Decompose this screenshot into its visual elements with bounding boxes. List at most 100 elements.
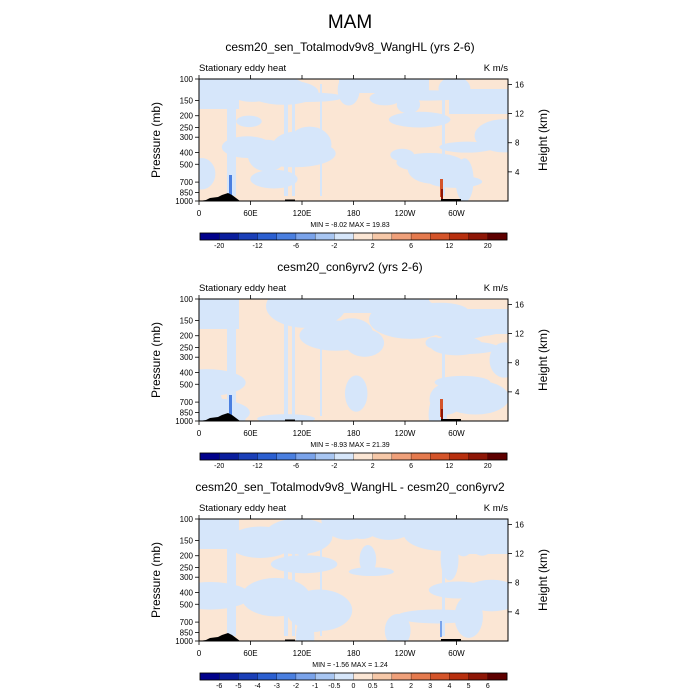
negative-streak [284, 524, 288, 636]
colorbar-bin [199, 672, 220, 681]
colorbar-bin [487, 672, 508, 681]
heatmap-field [199, 79, 508, 201]
pressure-tick-label: 700 [180, 398, 194, 407]
colorbar-tick-label: -2 [331, 243, 337, 250]
x-tick-label: 60E [243, 649, 257, 658]
height-tick-label: 4 [515, 608, 520, 617]
colorbar-frame [199, 452, 508, 461]
x-tick-label: 180 [347, 429, 361, 438]
pressure-tick-label: 400 [180, 588, 194, 597]
colorbar-bin [199, 232, 220, 241]
colorbar-bin [238, 672, 259, 681]
negative-feature [440, 621, 442, 637]
panel-left-label: Stationary eddy heat [199, 283, 287, 294]
colorbar-bin [276, 452, 297, 461]
height-tick-label: 4 [515, 168, 520, 177]
terrain [199, 193, 240, 201]
colorbar-tick-label: 12 [446, 243, 454, 250]
colorbar-tick-label: 20 [484, 463, 492, 470]
x-tick-label: 120W [395, 209, 416, 218]
y2-axis-label: Height (km) [536, 549, 550, 611]
colorbar-bin [295, 672, 316, 681]
x-tick-label: 60E [243, 429, 257, 438]
panel-title: cesm20_con6yrv2 (yrs 2-6) [277, 260, 422, 274]
y-axis-label: Pressure (mb) [149, 102, 163, 178]
panel-left-label: Stationary eddy heat [199, 503, 287, 514]
pressure-tick-label: 250 [180, 564, 194, 573]
y2-axis-label: Height (km) [536, 329, 550, 391]
colorbar-bin [314, 232, 335, 241]
colorbar-tick-label: -5 [235, 683, 241, 690]
negative-region [344, 375, 368, 412]
min-max-label: MIN = -8.02 MAX = 19.83 [310, 222, 389, 229]
colorbar-bin [449, 672, 470, 681]
height-tick-label: 12 [515, 110, 524, 119]
negative-region [475, 581, 498, 611]
negative-region [466, 519, 508, 532]
terrain [199, 413, 240, 421]
negative-region [359, 545, 377, 575]
panel-title: cesm20_sen_Totalmodv9v8_WangHL (yrs 2-6) [225, 40, 474, 54]
colorbar-tick-label: 0.5 [368, 683, 378, 690]
negative-streak [292, 524, 295, 636]
strong-positive-feature [441, 189, 443, 199]
colorbar-bin [334, 672, 354, 681]
negative-region [449, 309, 508, 334]
negative-region [469, 381, 490, 413]
height-tick-label: 4 [515, 388, 520, 397]
negative-region [199, 157, 216, 190]
pressure-tick-label: 200 [180, 112, 194, 121]
colorbar-bin [219, 232, 239, 241]
colorbar-bin [468, 232, 489, 241]
negative-region [428, 175, 483, 188]
negative-region [449, 89, 508, 114]
colorbar-bin [372, 232, 393, 241]
negative-region [430, 335, 483, 356]
colorbar-bin [410, 672, 431, 681]
colorbar-tick-label: 2 [409, 683, 413, 690]
pressure-tick-label: 100 [180, 515, 194, 524]
negative-region [429, 383, 464, 415]
colorbar-bin [314, 672, 335, 681]
terrain [199, 633, 240, 641]
colorbar-bin [430, 452, 450, 461]
y2-axis-label: Height (km) [536, 109, 550, 171]
colorbar-bin [219, 672, 239, 681]
pressure-tick-label: 300 [180, 133, 194, 142]
colorbar-tick-label: 12 [446, 463, 454, 470]
negative-streak [284, 84, 288, 196]
colorbar-tick-label: 5 [467, 683, 471, 690]
pressure-tick-label: 300 [180, 353, 194, 362]
terrain [285, 639, 295, 641]
pressure-tick-label: 850 [180, 408, 194, 417]
height-tick-label: 8 [515, 579, 520, 588]
panel-1: cesm20_sen_Totalmodv9v8_WangHL (yrs 2-6)… [149, 40, 550, 250]
pressure-tick-label: 200 [180, 552, 194, 561]
pressure-tick-label: 400 [180, 148, 194, 157]
colorbar-bin [353, 232, 374, 241]
panel-title: cesm20_sen_Totalmodv9v8_WangHL - cesm20_… [195, 480, 505, 494]
colorbar-bin [353, 452, 374, 461]
negative-streak [292, 304, 295, 416]
colorbar-tick-label: -12 [253, 243, 263, 250]
colorbar-tick-label: -20 [214, 463, 224, 470]
colorbar-tick-label: -6 [293, 463, 299, 470]
pressure-tick-label: 100 [180, 75, 194, 84]
negative-region [388, 111, 451, 128]
negative-region [294, 523, 312, 558]
x-tick-label: 0 [197, 649, 202, 658]
pressure-tick-label: 150 [180, 536, 194, 545]
colorbar-bin [199, 452, 220, 461]
negative-region [449, 529, 508, 554]
colorbar-tick-label: 6 [409, 463, 413, 470]
colorbar-bin [372, 452, 393, 461]
x-tick-label: 60W [448, 209, 465, 218]
negative-region [257, 414, 315, 421]
pressure-tick-label: 100 [180, 295, 194, 304]
negative-region [390, 148, 415, 162]
negative-region [330, 318, 374, 350]
colorbar-tick-label: 2 [371, 243, 375, 250]
colorbar-bin [257, 232, 278, 241]
colorbar-tick-label: 6 [486, 683, 490, 690]
colorbar-tick-label: 3 [428, 683, 432, 690]
